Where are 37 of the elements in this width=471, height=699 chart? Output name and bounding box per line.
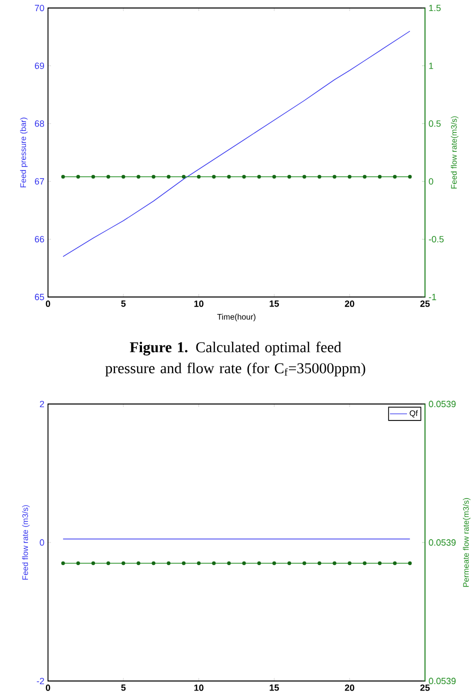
x-axis-title: Time(hour) xyxy=(217,314,256,322)
x-tick-label: 0 xyxy=(46,684,50,691)
y2-tick-label: 0.0539 xyxy=(428,400,456,408)
y2-tick-label: -0.5 xyxy=(428,236,444,242)
y2-axis-title: Feed flow rate(m3/s) xyxy=(450,116,458,189)
y2-tick-label: 0.5 xyxy=(428,120,441,127)
y-tick-label: 70 xyxy=(34,4,44,12)
y2-tick-label: 0.0539 xyxy=(428,678,456,684)
y-tick-label: 65 xyxy=(34,294,44,300)
x-tick-label: 20 xyxy=(344,684,354,691)
y-axis-title: Feed pressure (bar) xyxy=(20,118,28,188)
x-tick-label: 15 xyxy=(270,300,279,307)
x-tick-label: 10 xyxy=(194,684,204,691)
y-tick-label: 67 xyxy=(34,178,44,185)
x-tick-label: 20 xyxy=(344,300,354,307)
y-tick-label: 0 xyxy=(40,539,44,546)
y2-axis-title: Permeate flow rate(m3/s) xyxy=(462,498,470,587)
x-tick-label: 25 xyxy=(420,684,430,691)
y2-tick-label: 1.5 xyxy=(429,4,441,12)
legend-label: Qf xyxy=(410,410,418,418)
y-tick-label: 2 xyxy=(40,400,44,408)
x-tick-label: 15 xyxy=(270,684,279,691)
x-tick-label: 25 xyxy=(420,300,430,307)
x-tick-label: 0 xyxy=(46,300,50,307)
x-tick-label: 5 xyxy=(121,300,126,307)
y-tick-label: 66 xyxy=(34,236,44,242)
x-tick-label: 10 xyxy=(194,300,204,307)
y2-tick-label: 0.0539 xyxy=(428,539,456,546)
x-tick-label: 5 xyxy=(121,684,126,691)
y2-tick-label: 0 xyxy=(428,178,434,185)
y2-tick-label: 1 xyxy=(429,62,434,69)
y2-tick-label: -1 xyxy=(428,294,436,300)
y-tick-label: 68 xyxy=(34,120,44,127)
text: Figure 1. Calculated optimal feed pressure and flow rate (for C$_{f}$=35000ppm) xyxy=(105,342,366,376)
y-tick-label: -2 xyxy=(36,678,44,684)
y-tick-label: 69 xyxy=(34,62,44,69)
y-axis-title: Feed flow rate (m3/s) xyxy=(22,505,30,580)
